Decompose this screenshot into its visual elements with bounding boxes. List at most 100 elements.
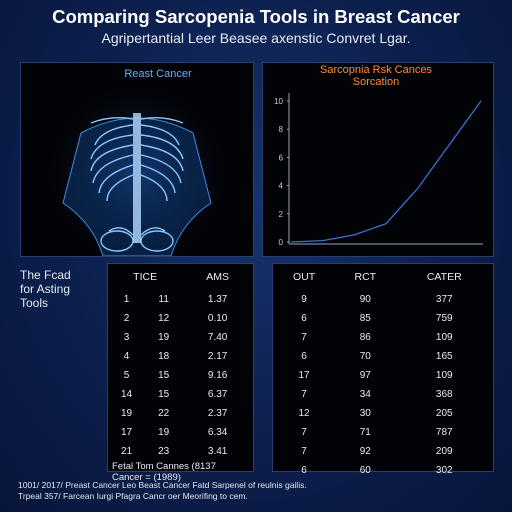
cell: 4: [123, 351, 130, 362]
cell: 7: [301, 446, 307, 457]
y-tick-label: 4: [279, 182, 284, 191]
row: 21 23 3.41: [108, 442, 253, 461]
cell: 109: [435, 332, 453, 343]
right-table-panel: OUT RCT CATER 9 90 377 6 85 759 7 86 109 6 70 165 17 97 1…: [272, 263, 494, 476]
header-cell: TICE: [133, 271, 158, 283]
risk-chart: Sarcopnia Rsk Cances Sorcation 0 2 4 6 8 10: [274, 64, 483, 247]
cell: 60: [359, 465, 371, 476]
row: 17 19 6.34: [108, 423, 253, 442]
cell: 15: [158, 370, 170, 381]
footer-line: Cancer = (1989): [112, 472, 181, 483]
cell: 1.37: [207, 294, 228, 305]
spine: [133, 113, 141, 243]
cell: 14: [120, 389, 133, 400]
chart-title: Sarcopnia Rsk Cances: [320, 64, 432, 76]
header-cell: RCT: [354, 271, 377, 283]
cell: 30: [359, 408, 371, 419]
cell: 205: [435, 408, 453, 419]
risk-line: [290, 100, 482, 243]
cell: 22: [158, 408, 170, 419]
cell: 6.34: [207, 427, 228, 438]
cell: 7: [301, 427, 307, 438]
panel-label: Reast Cancer: [124, 68, 192, 80]
cell: 109: [435, 370, 453, 381]
cell: 2: [123, 313, 130, 324]
footer-line: 1001/ 2017/ Preast Cancer Leo Beast Canc…: [18, 480, 307, 490]
header-row: TICE AMS: [108, 264, 253, 290]
cell: 7: [301, 389, 307, 400]
cell: 2.17: [207, 351, 228, 362]
cell: 12: [158, 313, 170, 324]
cell: 165: [435, 351, 453, 362]
row: 7 86 109: [273, 328, 493, 347]
cell: 759: [435, 313, 453, 324]
cell: 9.16: [207, 370, 228, 381]
cell: 302: [435, 465, 453, 476]
footer-line: Trpeal 357/ Farcean Iurgi Pfagra Cancr o…: [18, 491, 248, 501]
row: 12 30 205: [273, 404, 493, 423]
cell: 377: [435, 294, 453, 305]
cell: 2.37: [207, 408, 228, 419]
row: 9 90 377: [273, 290, 493, 309]
row: 7 71 787: [273, 423, 493, 442]
footer-line: Fetal Tom Cannes (8137: [112, 461, 216, 472]
cell: 23: [158, 446, 170, 457]
cell: 3: [123, 332, 130, 343]
y-tick-label: 6: [279, 153, 284, 162]
right-table: OUT RCT CATER 9 90 377 6 85 759 7 86 109 6 70 165 17 97 1…: [273, 264, 493, 480]
row: 6 70 165: [273, 347, 493, 366]
y-tick-label: 0: [279, 238, 284, 247]
cell: 7: [301, 332, 307, 343]
cell: 70: [359, 351, 371, 362]
risk-panel: Sarcopnia Rsk Cances Sorcation 0 2 4 6 8 10: [262, 62, 494, 257]
cell: 6.37: [207, 389, 228, 400]
cell: 92: [359, 446, 371, 457]
cell: 17: [120, 427, 133, 438]
cell: 71: [359, 427, 371, 438]
row: 6 85 759: [273, 309, 493, 328]
skeleton-image: Reast Cancer: [42, 68, 232, 268]
side-line: The Fcad: [20, 268, 71, 282]
title: Comparing Sarcopenia Tools in Breast Can…: [52, 6, 460, 27]
header-cell: OUT: [292, 271, 316, 283]
row: 5 15 9.16: [108, 366, 253, 385]
row: 17 97 109: [273, 366, 493, 385]
cell: 85: [359, 313, 371, 324]
side-label: The Fcad for Asting Tools: [20, 268, 71, 310]
footer: 1001/ 2017/ Preast Cancer Leo Beast Canc…: [18, 480, 307, 502]
cell: 6: [301, 313, 307, 324]
header-cell: CATER: [426, 271, 462, 283]
side-line: Tools: [20, 296, 49, 310]
row: 2 12 0.10: [108, 309, 253, 328]
cell: 209: [435, 446, 453, 457]
header-cell: AMS: [206, 271, 230, 283]
cell: 9: [301, 294, 307, 305]
cell: 5: [123, 370, 130, 381]
scan-panel: Reast Cancer: [20, 62, 254, 268]
row: 14 15 6.37: [108, 385, 253, 404]
side-line: for Asting: [20, 282, 71, 296]
chart-subtitle: Sorcation: [353, 76, 399, 88]
header-row: OUT RCT CATER: [273, 264, 493, 290]
cell: 21: [120, 446, 133, 457]
cell: 12: [298, 408, 310, 419]
cell: 1: [123, 294, 130, 305]
cell: 0.10: [207, 313, 228, 324]
cell: 15: [158, 389, 170, 400]
row: 1 11 1.37: [108, 290, 253, 309]
cell: 19: [120, 408, 133, 419]
cell: 18: [158, 351, 170, 362]
cell: 19: [158, 332, 170, 343]
cell: 6: [301, 351, 307, 362]
cell: 90: [359, 294, 371, 305]
cell: 3.41: [207, 446, 228, 457]
cell: 787: [435, 427, 453, 438]
row: 6 60 302: [273, 461, 493, 480]
left-table: TICE AMS 1 11 1.37 2 12 0.10 3 19 7.40 4 18 2.17 5 15 9.…: [108, 264, 253, 461]
cell: 6: [301, 465, 307, 476]
row: 19 22 2.37: [108, 404, 253, 423]
cell: 11: [158, 294, 169, 305]
row: 7 34 368: [273, 385, 493, 404]
cell: 34: [359, 389, 371, 400]
